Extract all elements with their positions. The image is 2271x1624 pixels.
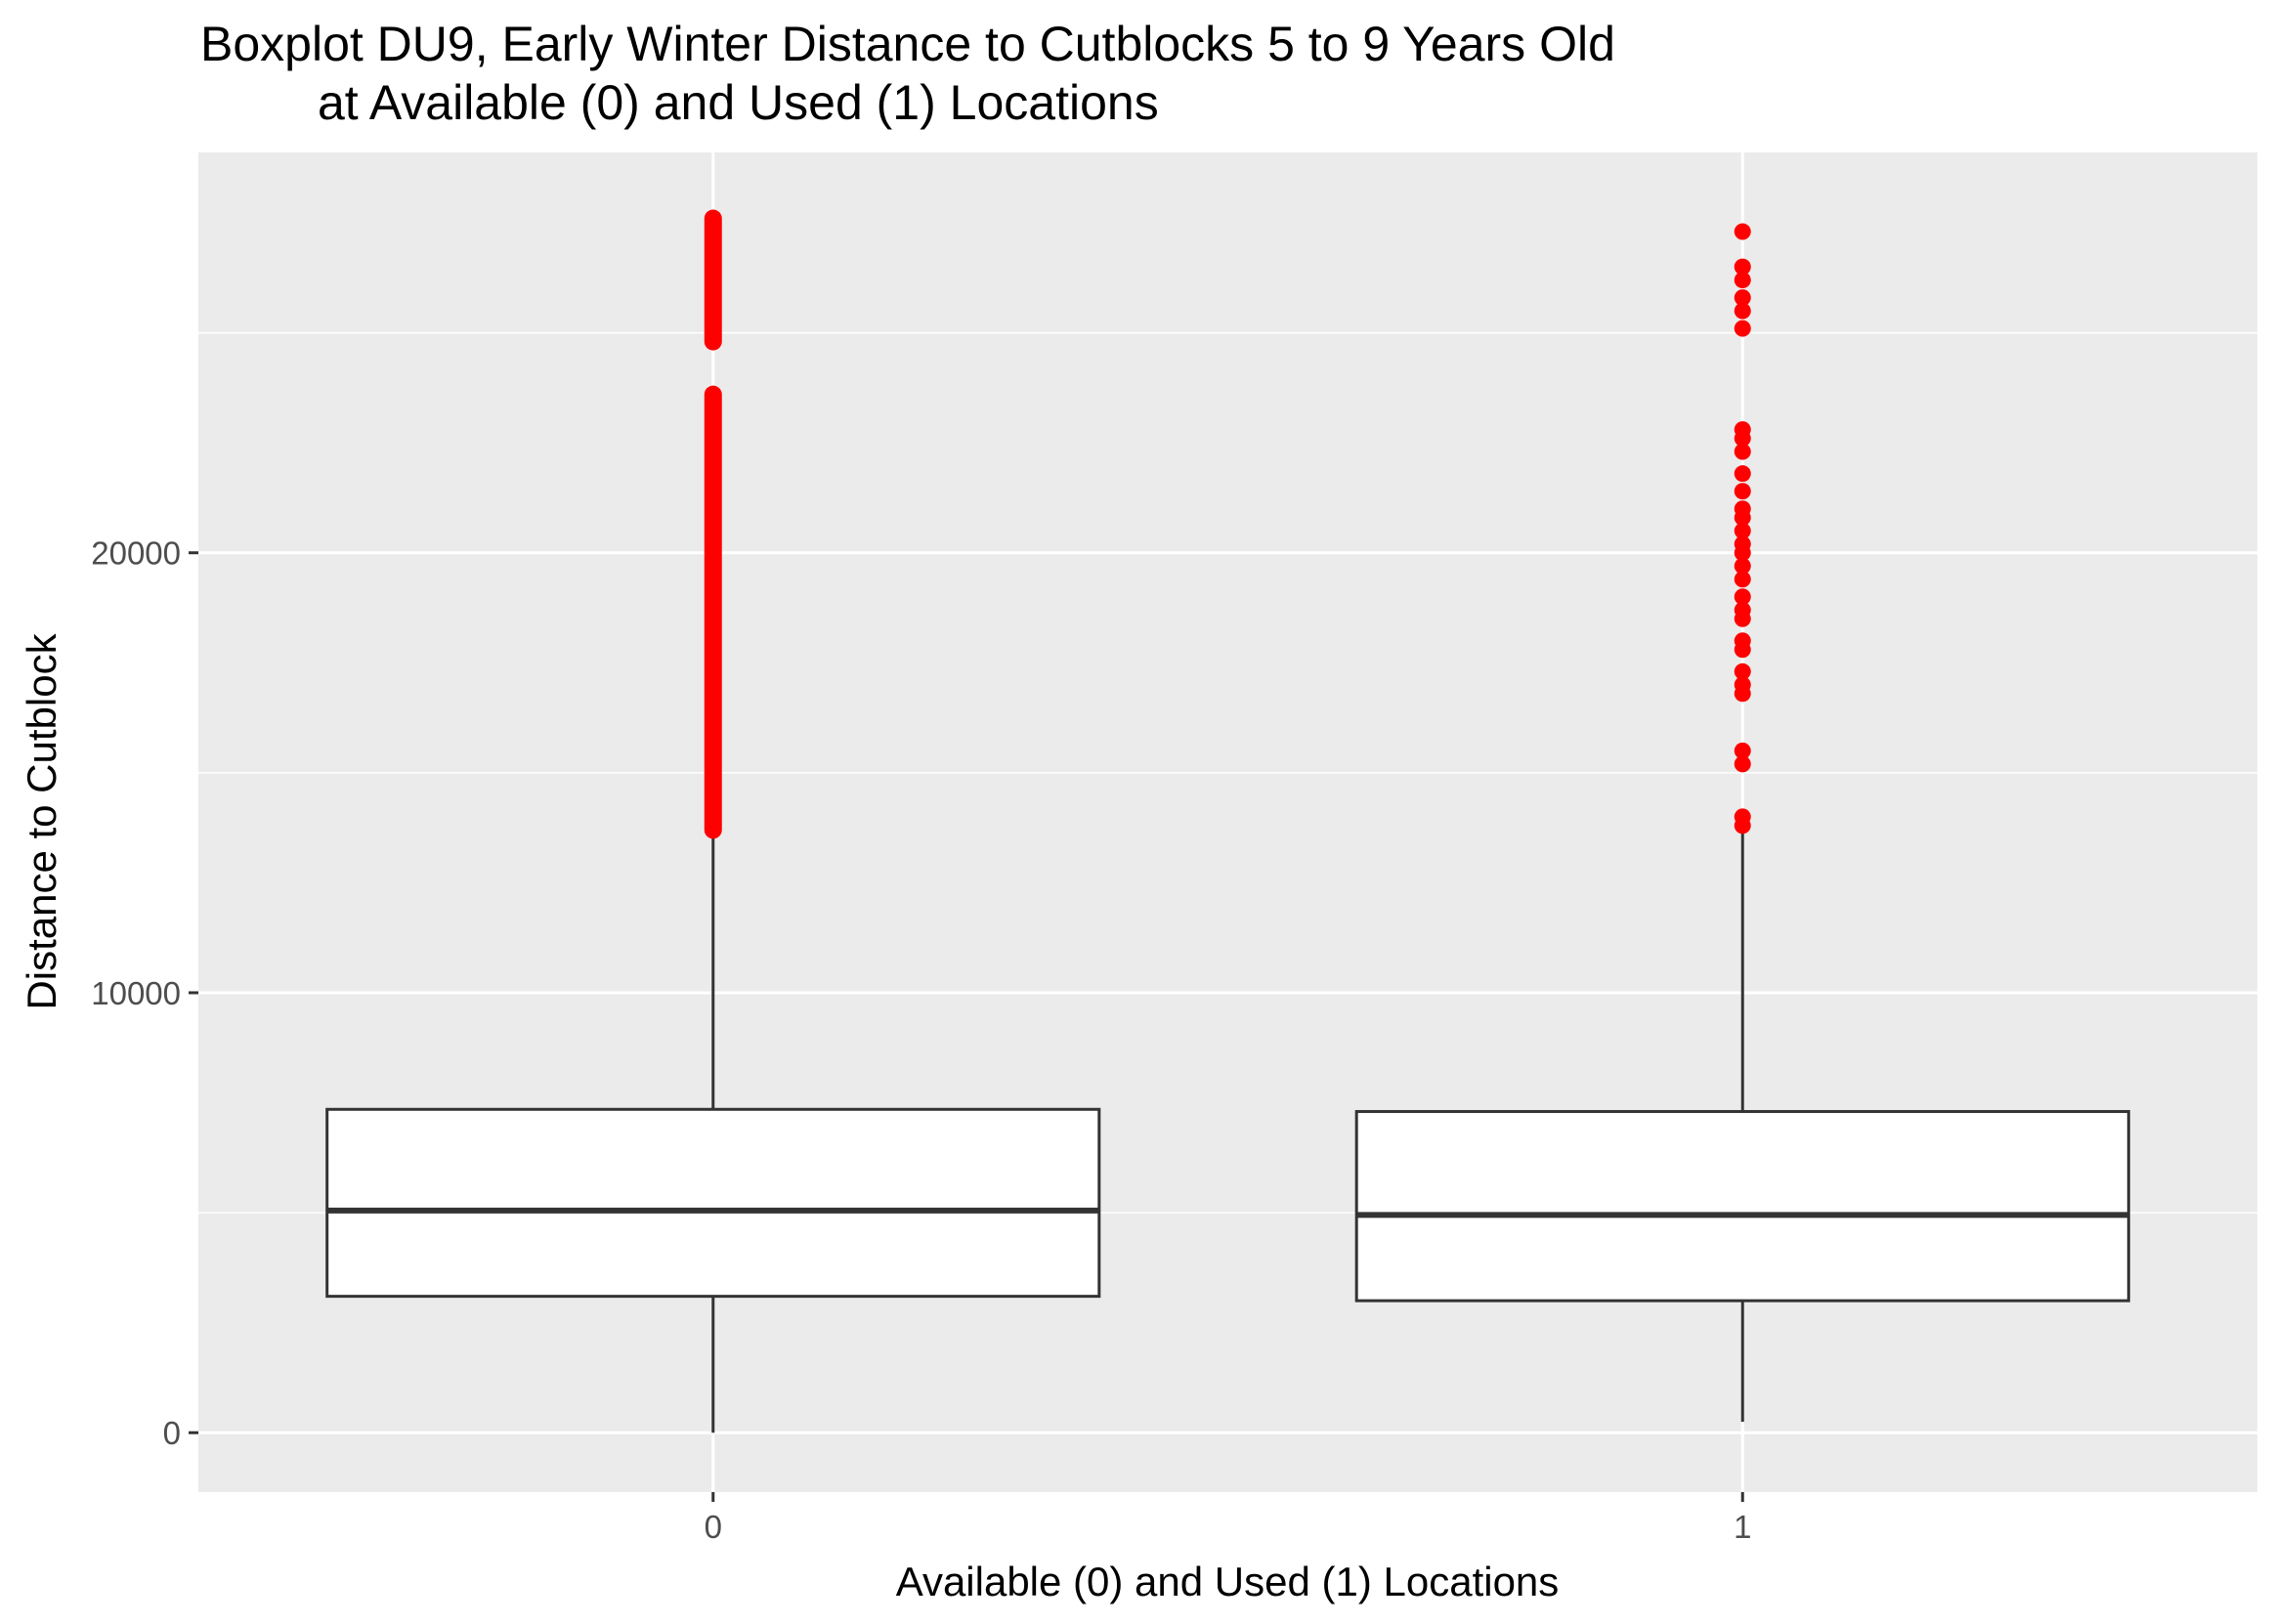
- outlier-point: [1734, 808, 1751, 826]
- outlier-band: [704, 209, 722, 351]
- x-tick-label: 1: [1734, 1509, 1751, 1545]
- outlier-point: [1734, 588, 1751, 606]
- y-tick-label: 20000: [91, 535, 181, 572]
- outlier-point: [1734, 465, 1751, 483]
- outlier-point: [1734, 258, 1751, 276]
- box-1: [1354, 830, 2130, 1422]
- box-iqr: [1354, 1110, 2130, 1303]
- outlier-point: [1734, 535, 1751, 553]
- y-tick-label: 0: [163, 1415, 181, 1451]
- outlier-point: [1734, 522, 1751, 539]
- outlier-point: [1734, 662, 1751, 680]
- outlier-point: [1734, 421, 1751, 439]
- chart-title-line-1: Boxplot DU9, Early Winter Distance to Cu…: [200, 17, 1615, 71]
- outlier-point: [1734, 272, 1751, 289]
- outlier-point: [1734, 601, 1751, 619]
- outlier-point: [1734, 289, 1751, 307]
- x-tick-label: 0: [705, 1509, 722, 1545]
- outliers-1: [1734, 223, 1751, 834]
- outlier-band: [704, 385, 722, 839]
- outliers: [704, 209, 1751, 839]
- outlier-point: [1734, 742, 1751, 759]
- chart-title-line-2: at Available (0) and Used (1) Locations: [318, 75, 1159, 130]
- outlier-point: [1734, 557, 1751, 575]
- outlier-point: [1734, 676, 1751, 694]
- outlier-point: [1734, 755, 1751, 773]
- outlier-point: [1734, 320, 1751, 337]
- x-axis-title: Available (0) and Used (1) Locations: [896, 1559, 1560, 1604]
- outlier-point: [1734, 500, 1751, 518]
- outlier-point: [1734, 443, 1751, 460]
- y-axis-title: Distance to Cutblock: [19, 632, 64, 1009]
- outlier-point: [1734, 483, 1751, 500]
- boxes: [325, 830, 2130, 1433]
- y-tick-label: 10000: [91, 975, 181, 1011]
- box-0: [325, 830, 1101, 1433]
- outliers-0: [704, 209, 722, 839]
- outlier-point: [1734, 571, 1751, 588]
- box-iqr: [325, 1107, 1101, 1299]
- outlier-point: [1734, 302, 1751, 320]
- outlier-point: [1734, 632, 1751, 650]
- y-axis: 0 10000 20000: [91, 535, 198, 1451]
- outlier-point: [1734, 223, 1751, 240]
